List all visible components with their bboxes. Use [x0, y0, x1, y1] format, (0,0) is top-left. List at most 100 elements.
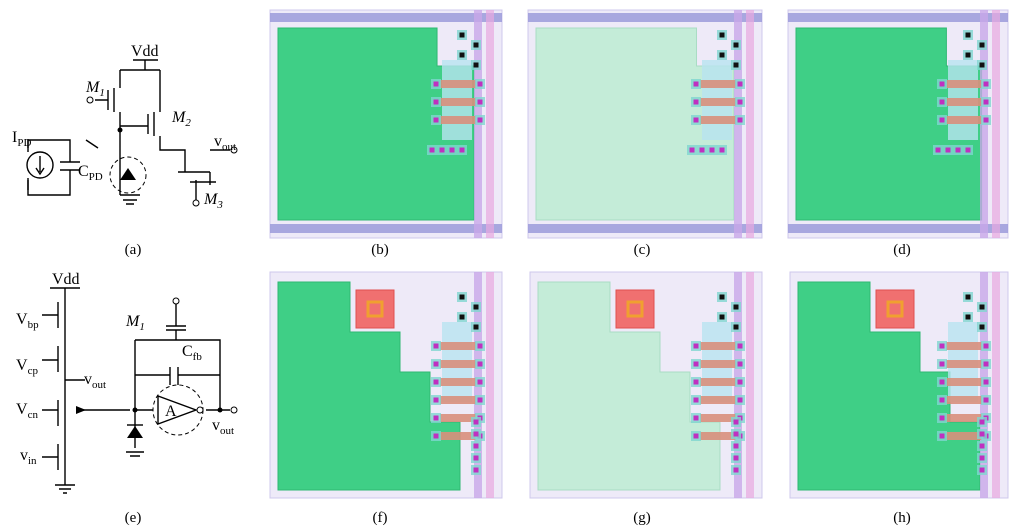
layout-panel — [788, 10, 1008, 238]
poly-gate — [440, 396, 476, 404]
metal-strip — [992, 10, 1000, 238]
label: vout — [212, 417, 234, 437]
contact — [984, 82, 989, 87]
contact — [430, 148, 435, 153]
contact — [940, 82, 945, 87]
contact — [940, 362, 945, 367]
label: M1 — [125, 313, 145, 333]
contact — [734, 468, 739, 473]
contact — [478, 118, 483, 123]
junction — [218, 408, 223, 413]
pmos-well — [876, 290, 914, 328]
metal-strip — [746, 10, 754, 238]
contact — [478, 100, 483, 105]
contact — [434, 82, 439, 87]
contact — [966, 53, 971, 58]
layout-panel — [528, 10, 762, 238]
arrow — [36, 156, 44, 174]
gate-node — [87, 97, 93, 103]
metal-bar — [270, 224, 502, 233]
poly-gate — [700, 378, 736, 386]
label: Vdd — [52, 271, 80, 288]
label: IPD — [12, 129, 31, 149]
contact — [474, 325, 479, 330]
contact — [474, 468, 479, 473]
amplifier — [158, 396, 196, 424]
contact — [460, 295, 465, 300]
contact — [984, 362, 989, 367]
contact — [450, 148, 455, 153]
contact — [434, 434, 439, 439]
label: M2 — [171, 109, 191, 129]
contact — [694, 82, 699, 87]
contact — [434, 344, 439, 349]
contact — [460, 53, 465, 58]
poly-gate — [440, 80, 476, 88]
node — [173, 298, 179, 304]
contact — [460, 315, 465, 320]
poly-gate — [946, 360, 982, 368]
contact — [694, 380, 699, 385]
metal-strip — [746, 272, 754, 498]
junction — [118, 128, 123, 133]
poly-gate — [440, 98, 476, 106]
diode — [120, 168, 136, 180]
contact — [710, 148, 715, 153]
contact — [734, 432, 739, 437]
contact — [980, 43, 985, 48]
contact — [478, 344, 483, 349]
contact — [940, 380, 945, 385]
contact — [720, 33, 725, 38]
metal-strip — [486, 10, 494, 238]
out-node — [231, 407, 237, 413]
metal-bar — [528, 13, 762, 22]
contact — [474, 432, 479, 437]
contact — [478, 82, 483, 87]
pmos-well — [616, 290, 654, 328]
contact — [738, 380, 743, 385]
wires — [28, 60, 230, 204]
contact — [434, 398, 439, 403]
label: Vdd — [131, 43, 159, 60]
poly-gate — [700, 342, 736, 350]
contact — [434, 362, 439, 367]
contact — [690, 148, 695, 153]
contact — [738, 82, 743, 87]
layout-panel — [270, 10, 502, 238]
contact — [984, 398, 989, 403]
contact — [738, 118, 743, 123]
poly-gate — [700, 80, 736, 88]
contact — [694, 398, 699, 403]
contact — [980, 444, 985, 449]
contact — [720, 315, 725, 320]
contact — [478, 398, 483, 403]
contact — [940, 416, 945, 421]
contact — [984, 118, 989, 123]
contact — [984, 380, 989, 385]
contact — [738, 344, 743, 349]
contact — [984, 344, 989, 349]
metal-bar — [528, 224, 762, 233]
poly-gate — [946, 378, 982, 386]
contact — [940, 118, 945, 123]
label: Vcp — [16, 357, 38, 377]
contact — [738, 398, 743, 403]
contact — [980, 325, 985, 330]
contact — [474, 43, 479, 48]
poly-gate — [946, 414, 982, 422]
label: M1 — [85, 79, 105, 99]
contact — [434, 380, 439, 385]
schematic-e: Vdd Vbp Vcp vout Vcn vin M1 Cfb A vout — [16, 271, 237, 493]
contact — [734, 63, 739, 68]
contact — [720, 295, 725, 300]
contact — [980, 456, 985, 461]
contact — [474, 444, 479, 449]
panel-label: (h) — [893, 510, 911, 526]
contact — [966, 315, 971, 320]
contact — [720, 148, 725, 153]
contact — [734, 444, 739, 449]
poly-gate — [440, 432, 476, 440]
panel-label: (b) — [371, 242, 389, 258]
contact — [946, 148, 951, 153]
contact — [980, 432, 985, 437]
